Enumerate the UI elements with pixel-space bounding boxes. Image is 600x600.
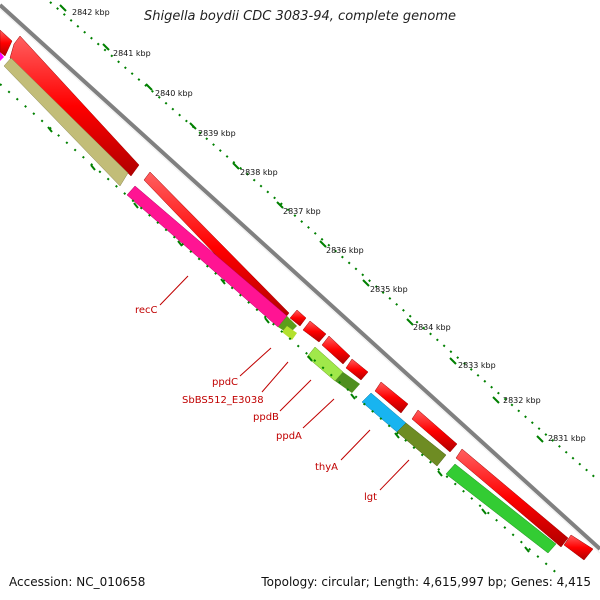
leader-ppdA: [302, 398, 335, 429]
gene-bar-SbBS512_E3038: [282, 326, 297, 340]
tick-label: 2837 kbp: [283, 207, 321, 216]
tick-label: 2841 kbp: [113, 49, 151, 58]
tick-mark: [145, 83, 153, 91]
tick-mark: [102, 43, 110, 51]
gene-bar-ppdA: [335, 372, 360, 393]
forward-cds-arrow: [345, 358, 369, 381]
tick-label: 2836 kbp: [326, 246, 364, 255]
gene-label-SbBS512_E3038: SbBS512_E3038: [182, 395, 264, 406]
genome-summary-text: Topology: circular; Length: 4,615,997 bp…: [261, 575, 591, 589]
inner-tick-track: [0, 83, 561, 577]
reverse-strand: [0, 52, 557, 554]
forward-cds-arrow: [455, 448, 569, 548]
gene-label-ppdB: ppdB: [253, 412, 279, 423]
map-title: Shigella boydii CDC 3083-94, complete ge…: [143, 9, 457, 24]
tick-mark: [536, 435, 544, 443]
leader-SbBS512_E3038: [261, 361, 289, 393]
inner-tick-mark: [481, 508, 487, 515]
tick-mark: [406, 318, 414, 326]
inner-tick-mark: [350, 393, 356, 400]
inner-tick-mark: [264, 317, 270, 324]
forward-cds-arrow: [563, 534, 594, 561]
tick-label: 2831 kbp: [548, 434, 586, 443]
gene-label-recC: recC: [135, 305, 158, 316]
inner-tick-mark: [394, 432, 400, 439]
forward-cds-arrow: [289, 309, 307, 327]
backbone: [0, 3, 600, 551]
inner-tick-mark: [437, 470, 443, 477]
tick-group: 2842 kbp 2841 kbp 2840 kbp 2839 kbp 2838…: [59, 4, 586, 443]
gene-label-lgt: lgt: [364, 492, 377, 503]
tick-label: 2838 kbp: [240, 168, 278, 177]
inner-tick-mark: [307, 355, 313, 362]
tick-mark: [449, 357, 457, 365]
tick-label: 2840 kbp: [155, 89, 193, 98]
tick-label: 2835 kbp: [370, 285, 408, 294]
inner-tick-mark: [524, 546, 530, 553]
inner-tick-mark: [220, 278, 226, 285]
tick-label: 2842 kbp: [72, 8, 110, 17]
tick-mark: [232, 162, 240, 170]
leader-recC: [159, 275, 189, 306]
gene-bar-ppdC: [278, 316, 297, 334]
gene-bar-lgt: [396, 422, 447, 467]
forward-cds-arrow: [302, 320, 327, 343]
tick-mark: [189, 122, 197, 130]
tick-label: 2833 kbp: [458, 361, 496, 370]
gene-label-ppdC: ppdC: [212, 377, 238, 388]
forward-cds-arrow: [411, 409, 458, 453]
inner-tick-mark: [90, 164, 96, 171]
accession-text: Accession: NC_010658: [9, 575, 146, 589]
forward-cds-arrow: [321, 335, 351, 365]
tick-mark: [319, 240, 327, 248]
prev-gene-bar: [0, 52, 4, 61]
inner-tick-marks: [47, 126, 530, 553]
forward-cds-arrow: [374, 381, 409, 414]
tick-label: 2832 kbp: [503, 396, 541, 405]
tick-mark: [59, 4, 67, 12]
leader-ppdB: [279, 379, 312, 412]
gene-labels: recC ppdC SbBS512_E3038 ppdB ppdA thyA l…: [135, 305, 377, 503]
gene-label-thyA: thyA: [315, 462, 338, 473]
tick-mark: [492, 396, 500, 404]
tick-mark: [276, 201, 284, 209]
leader-lgt: [379, 459, 410, 491]
gene-label-ppdA: ppdA: [276, 431, 302, 442]
leader-ppdC: [239, 347, 272, 377]
inner-tick-mark: [47, 126, 53, 133]
gene-label-leaders: [159, 275, 410, 491]
prev-gene-bar: [3, 57, 129, 187]
leader-thyA: [340, 429, 371, 461]
inner-tick-mark: [133, 202, 139, 209]
tick-label: 2834 kbp: [413, 323, 451, 332]
next-gene-bar: [445, 463, 557, 554]
tick-mark: [362, 279, 370, 287]
tick-label: 2839 kbp: [198, 129, 236, 138]
inner-tick-mark: [177, 240, 183, 247]
forward-cds-arrow: [0, 29, 13, 57]
forward-cds-arrow: [9, 35, 140, 177]
backbone-inner: [0, 8, 600, 554]
forward-strand: [0, 29, 594, 561]
